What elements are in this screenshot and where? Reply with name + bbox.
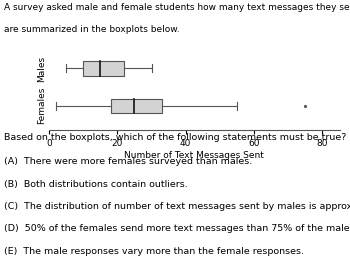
Text: (D)  50% of the females send more text messages than 75% of the males.: (D) 50% of the females send more text me… bbox=[4, 224, 350, 233]
FancyBboxPatch shape bbox=[111, 99, 162, 113]
Text: (C)  The distribution of number of text messages sent by males is approximately : (C) The distribution of number of text m… bbox=[4, 202, 350, 211]
Text: Based on the boxplots, which of the following statements must be true?: Based on the boxplots, which of the foll… bbox=[4, 133, 346, 142]
FancyBboxPatch shape bbox=[83, 61, 124, 76]
Text: are summarized in the boxplots below.: are summarized in the boxplots below. bbox=[4, 25, 179, 35]
X-axis label: Number of Text Messages Sent: Number of Text Messages Sent bbox=[124, 151, 264, 160]
Text: A survey asked male and female students how many text messages they send in one : A survey asked male and female students … bbox=[4, 3, 350, 12]
Text: (B)  Both distributions contain outliers.: (B) Both distributions contain outliers. bbox=[4, 180, 187, 189]
Text: (E)  The male responses vary more than the female responses.: (E) The male responses vary more than th… bbox=[4, 247, 303, 256]
Text: (A)  There were more females surveyed than males.: (A) There were more females surveyed tha… bbox=[4, 158, 252, 166]
